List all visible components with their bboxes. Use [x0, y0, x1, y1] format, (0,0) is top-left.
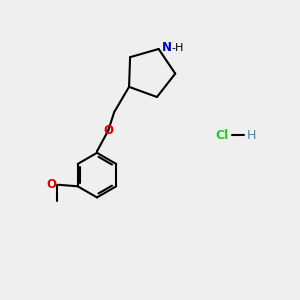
Text: O: O [47, 178, 57, 191]
Text: -H: -H [171, 43, 184, 53]
Text: Cl: Cl [215, 129, 229, 142]
Text: H: H [247, 129, 256, 142]
Text: O: O [103, 124, 113, 137]
Text: N: N [162, 41, 172, 54]
